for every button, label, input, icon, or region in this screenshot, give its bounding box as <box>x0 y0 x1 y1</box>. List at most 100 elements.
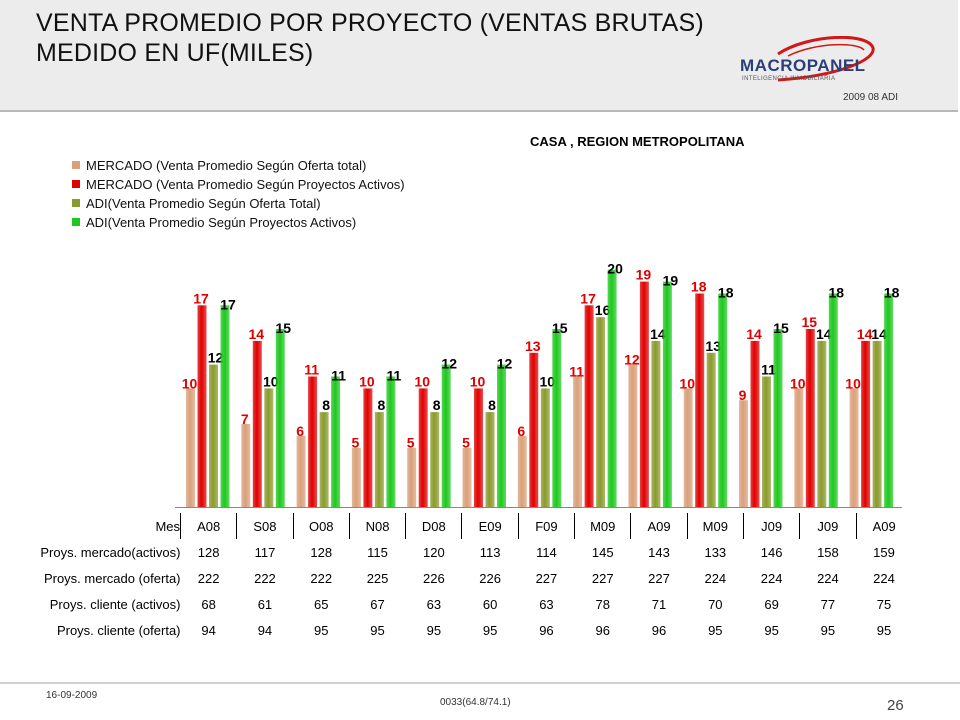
table-cell: 63 <box>539 596 554 612</box>
data-label: 10 <box>540 373 556 389</box>
table-row: Proys. mercado (oferta) 222 222 222 225 226 22… <box>18 565 912 591</box>
data-label: 14 <box>871 326 887 342</box>
table-cell: 68 <box>201 596 216 612</box>
slide-title-line-2: MEDIDO EN UF(MILES) <box>36 39 314 67</box>
table-cell: 133 <box>704 544 727 560</box>
table-cell: 143 <box>648 544 670 560</box>
table-cell: 61 <box>257 596 273 612</box>
footer-code: 0033(64.8/74.1) <box>440 697 511 708</box>
table-cell: 94 <box>257 622 273 638</box>
bar-f09-series-4 <box>552 329 562 507</box>
table-header-label: Mes <box>155 518 180 534</box>
table-cell: 224 <box>873 570 895 586</box>
bar-d08-series-2 <box>418 388 428 507</box>
data-label: 15 <box>802 314 818 330</box>
table-cell: 117 <box>254 544 276 560</box>
bar-o08-series-2 <box>308 376 318 507</box>
logo-swoosh-icon <box>777 35 875 82</box>
data-label: 9 <box>739 387 747 403</box>
legend-label: ADI(Venta Promedio Según Proyectos Activ… <box>86 215 357 230</box>
data-label: 8 <box>378 397 386 413</box>
legend-swatch <box>72 161 80 169</box>
bar-a09-series-3 <box>872 340 882 507</box>
logo-tagline: INTELIGENCIA INMOBILIARIA <box>742 76 836 82</box>
table-cell: 226 <box>422 570 445 586</box>
bar-j09-series-1 <box>739 400 748 507</box>
bar-e09-series-4 <box>497 364 506 507</box>
table-cell: 95 <box>820 622 836 638</box>
data-label: 12 <box>441 356 457 372</box>
table-cell: 159 <box>873 544 895 560</box>
legend-label: ADI(Venta Promedio Según Oferta Total) <box>86 196 321 211</box>
bar-o08-series-4 <box>331 376 341 507</box>
footer-date: 16-09-2009 <box>46 690 98 701</box>
legend-label: MERCADO (Venta Promedio Según Proyectos … <box>86 177 405 192</box>
data-label: 17 <box>193 290 209 306</box>
bar-a09-series-2 <box>861 340 871 507</box>
table-cell: 95 <box>708 622 723 638</box>
page-number: 26 <box>887 697 904 714</box>
table-cell: 96 <box>651 622 667 638</box>
bar-m09-series-2 <box>584 305 594 507</box>
bar-j09-series-3 <box>762 376 771 507</box>
table-cell: 95 <box>876 622 892 638</box>
legend-label: MERCADO (Venta Promedio Según Oferta tot… <box>86 158 367 173</box>
table-row: Proys. cliente (activos) 68 61 65 67 63 60 63 78… <box>18 591 912 617</box>
data-label: 14 <box>746 326 762 342</box>
tick-label: O08 <box>292 513 350 539</box>
tick-label: M09 <box>574 513 631 539</box>
data-label: 10 <box>414 373 430 389</box>
macropanel-logo: MACROPANEL INTELIGENCIA INMOBILIARIA <box>718 35 908 96</box>
table-cell: 96 <box>539 622 554 638</box>
bar-a09-series-4 <box>662 281 672 507</box>
bar-m09-series-1 <box>573 376 583 507</box>
data-label: 17 <box>580 290 596 306</box>
data-label: 18 <box>718 285 734 301</box>
data-label: 5 <box>407 435 415 451</box>
bar-j09-series-3 <box>817 340 827 507</box>
bar-n08-series-3 <box>374 412 384 507</box>
data-label: 8 <box>433 397 441 413</box>
table-cell: 78 <box>595 596 610 612</box>
table-cell: 222 <box>310 570 333 586</box>
table-cell: 225 <box>366 570 389 586</box>
bar-j09-series-1 <box>794 388 804 507</box>
table-cell: 70 <box>708 596 723 612</box>
table-cell: 95 <box>764 622 779 638</box>
table-cell: 114 <box>536 544 557 560</box>
bar-f09-series-2 <box>529 352 539 507</box>
bar-d08-series-1 <box>407 447 417 507</box>
data-label: 13 <box>525 338 541 354</box>
tick-label: E09 <box>461 513 519 539</box>
tick-label: J09 <box>799 513 857 539</box>
data-label: 16 <box>595 302 611 318</box>
bar-j09-series-2 <box>805 329 815 507</box>
data-label: 6 <box>517 423 525 439</box>
legend-swatch <box>72 180 80 188</box>
footer-divider <box>0 682 960 684</box>
data-label: 10 <box>845 375 861 391</box>
data-label: 15 <box>552 320 568 336</box>
table-cell: 158 <box>817 544 839 560</box>
bar-m09-series-3 <box>706 352 716 507</box>
data-label: 11 <box>331 368 346 384</box>
bar-s08-series-3 <box>264 388 274 507</box>
table-cell: 77 <box>820 596 836 612</box>
bar-a09-series-2 <box>639 281 649 507</box>
bar-n08-series-4 <box>386 376 396 507</box>
bar-a08-series-4 <box>220 305 230 507</box>
data-label: 11 <box>304 362 319 378</box>
bar-f09-series-3 <box>540 388 550 507</box>
bar-m09-series-2 <box>695 293 705 507</box>
header-code: 2009 08 ADI <box>842 92 898 103</box>
tick-label: A08 <box>179 513 237 539</box>
data-label: 18 <box>884 285 900 301</box>
bar-n08-series-1 <box>351 447 361 507</box>
table-cell: 95 <box>370 622 385 638</box>
data-label: 19 <box>663 273 679 289</box>
data-label: 14 <box>650 326 666 342</box>
data-label: 10 <box>359 373 375 389</box>
data-label: 5 <box>352 435 360 451</box>
table-cell: 113 <box>479 544 501 560</box>
data-label: 15 <box>773 320 789 336</box>
